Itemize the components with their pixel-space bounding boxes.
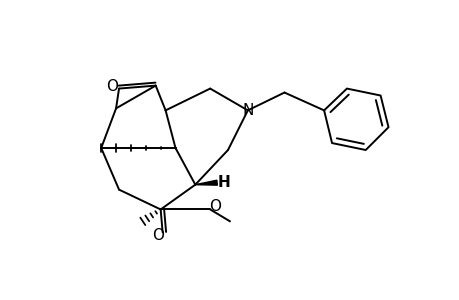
Text: O: O: [106, 79, 118, 94]
Text: H: H: [217, 175, 230, 190]
Text: N: N: [241, 103, 253, 118]
Text: O: O: [209, 199, 221, 214]
Polygon shape: [195, 180, 217, 185]
Text: O: O: [151, 228, 163, 243]
